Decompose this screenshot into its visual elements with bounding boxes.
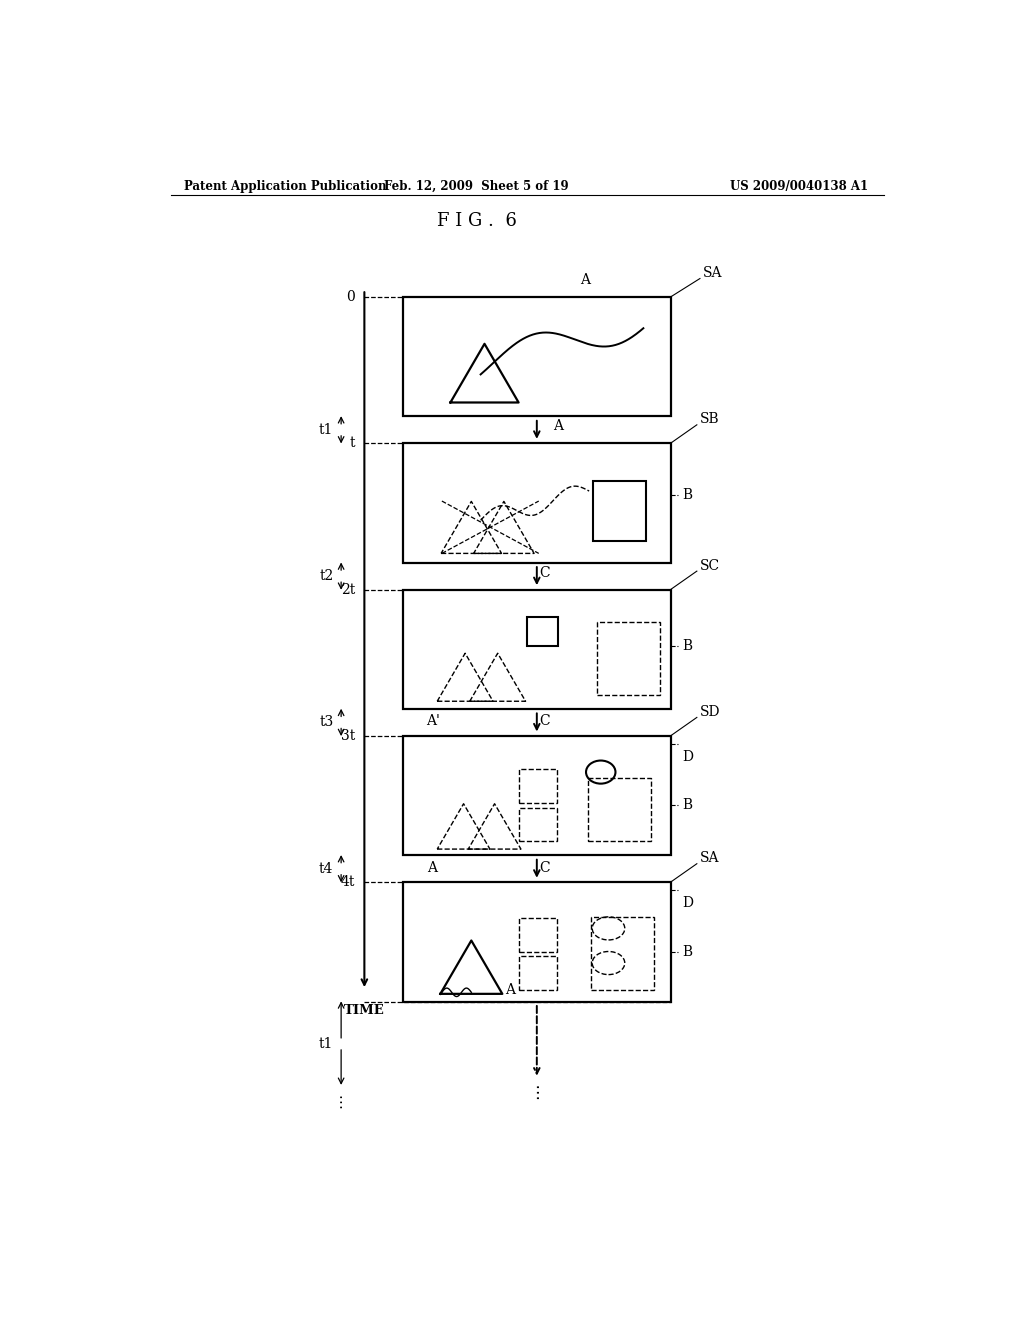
Text: 2t: 2t [341, 582, 355, 597]
Text: 0: 0 [346, 290, 355, 304]
Text: SA: SA [700, 851, 720, 866]
Text: C: C [539, 861, 550, 875]
Text: A': A' [426, 714, 439, 729]
Bar [403, 882, 671, 1002]
Text: D: D [682, 750, 693, 764]
Bar [519, 956, 557, 990]
Text: A: A [428, 861, 437, 875]
Bar [403, 297, 671, 416]
Text: Patent Application Publication: Patent Application Publication [183, 180, 386, 193]
Text: SB: SB [700, 412, 720, 426]
Text: B: B [682, 799, 692, 812]
Text: SC: SC [700, 558, 720, 573]
Bar [597, 622, 660, 696]
Text: D: D [682, 896, 693, 909]
Text: C: C [539, 714, 550, 729]
Bar [403, 590, 671, 709]
Text: t1: t1 [319, 422, 334, 437]
Text: Feb. 12, 2009  Sheet 5 of 19: Feb. 12, 2009 Sheet 5 of 19 [384, 180, 569, 193]
Text: SA: SA [703, 267, 723, 280]
Text: A: A [581, 273, 590, 286]
Text: t1: t1 [319, 1038, 334, 1051]
Text: 4t: 4t [341, 875, 355, 890]
Text: t3: t3 [319, 715, 334, 730]
Bar [403, 737, 671, 855]
Bar [519, 917, 557, 952]
Bar [519, 770, 557, 803]
Text: B: B [682, 945, 692, 958]
Bar [519, 808, 557, 841]
Text: ⋯: ⋯ [527, 1082, 546, 1100]
Bar [527, 616, 558, 645]
Text: US 2009/0040138 A1: US 2009/0040138 A1 [730, 180, 868, 193]
Bar [593, 480, 646, 541]
Text: t2: t2 [319, 569, 334, 583]
Text: ⋯: ⋯ [334, 1093, 348, 1107]
Text: B: B [682, 488, 692, 502]
Bar [591, 917, 654, 990]
Text: 3t: 3t [341, 729, 355, 743]
Text: SD: SD [700, 705, 721, 719]
Text: t: t [349, 437, 355, 450]
Text: F I G .  6: F I G . 6 [437, 213, 517, 230]
Bar [403, 444, 671, 562]
Text: B: B [682, 639, 692, 653]
Text: C: C [539, 565, 550, 579]
Text: A: A [553, 420, 563, 433]
Text: A: A [505, 983, 515, 997]
Bar [588, 779, 651, 841]
Text: t4: t4 [319, 862, 334, 875]
Text: TIME: TIME [344, 1005, 385, 1016]
